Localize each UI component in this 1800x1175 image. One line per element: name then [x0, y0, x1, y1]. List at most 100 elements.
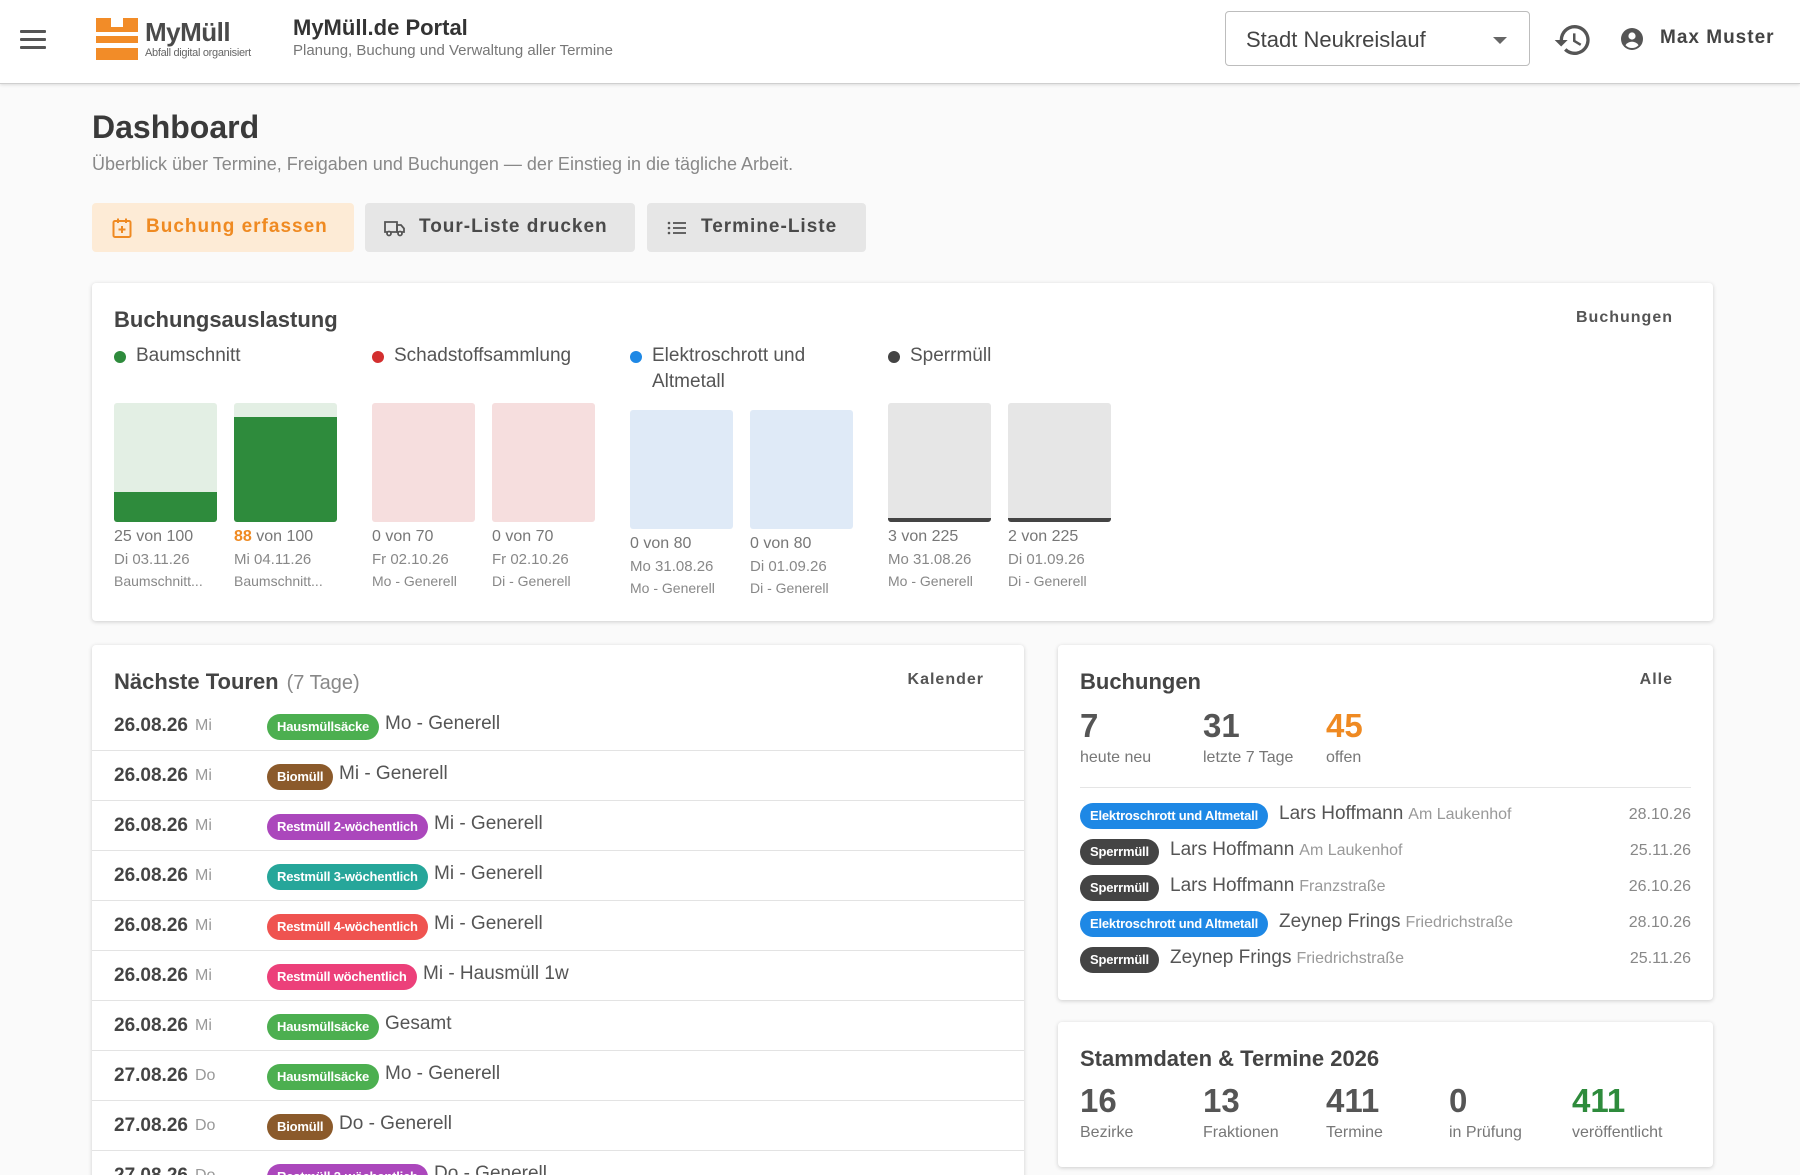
tour-weekday: Mi: [195, 967, 212, 984]
slot-tour: Di - Generell: [1008, 573, 1087, 589]
legend-label: Baumschnitt: [136, 345, 241, 366]
tour-row[interactable]: 26.08.26 Mi Restmüll wöchentlich Mi - Hausm…: [92, 951, 1024, 1001]
stat-label: letzte 7 Tage: [1203, 749, 1294, 766]
stat-label: in Prüfung: [1449, 1124, 1522, 1141]
booking-row[interactable]: Elektroschrott und Altmetall Lars Hoffman…: [1080, 801, 1691, 831]
slot-date: Di 03.11.26: [114, 551, 190, 568]
slot-date: Mo 31.08.26: [888, 551, 972, 568]
slot-date: Di 01.09.26: [750, 558, 827, 575]
slot-tour: Di - Generell: [750, 580, 829, 596]
booked-count: 0: [750, 535, 759, 552]
tour-date: 26.08.26: [114, 865, 188, 886]
create-booking-button[interactable]: Buchung erfassen: [92, 203, 354, 252]
appointment-list-button[interactable]: Termine-Liste: [647, 203, 866, 252]
slot-date: Fr 02.10.26: [372, 551, 449, 568]
booking-name: Lars Hoffmann: [1170, 875, 1295, 896]
capacity-bar: [234, 403, 337, 522]
capacity-total: von 225: [901, 528, 959, 545]
appointment-list-label: Termine-Liste: [701, 216, 838, 237]
account-circle-icon: [1621, 28, 1643, 50]
next-tours-heading: Nächste Touren: [114, 669, 279, 694]
tour-row[interactable]: 27.08.26 Do Hausmüllsäcke Mo - Generell: [92, 1051, 1024, 1101]
page-title: Dashboard: [92, 109, 260, 145]
tour-date: 26.08.26: [114, 765, 188, 786]
fraction-chip: Hausmüllsäcke: [267, 714, 380, 740]
booking-row[interactable]: Sperrmüll Zeynep Frings Friedrichstraße 25.…: [1080, 945, 1691, 975]
booking-person: Lars Hoffmann Am Laukenhof: [1170, 839, 1402, 861]
capacity-fill: [114, 492, 217, 522]
legend-label: Sperrmüll: [910, 345, 992, 366]
next-tours-title: Nächste Touren (7 Tage): [114, 669, 360, 695]
tour-row[interactable]: 26.08.26 Mi Hausmüllsäcke Gesamt: [92, 1001, 1024, 1051]
booking-row[interactable]: Sperrmüll Lars Hoffmann Am Laukenhof 25.11.…: [1080, 837, 1691, 867]
history-button[interactable]: [1553, 20, 1593, 60]
booking-row[interactable]: Sperrmüll Lars Hoffmann Franzstraße 26.10.2…: [1080, 873, 1691, 903]
booking-date: 28.10.26: [1628, 806, 1691, 823]
booking-person: Lars Hoffmann Am Laukenhof: [1279, 803, 1511, 825]
calendar-link[interactable]: Kalender: [907, 671, 984, 688]
city-select[interactable]: Stadt Neukreislauf: [1225, 11, 1530, 66]
fraction-chip: Hausmüllsäcke: [267, 1014, 380, 1040]
tour-row[interactable]: 26.08.26 Mi Restmüll 4-wöchentlich Mi - Gen…: [92, 901, 1024, 951]
capacity-total: von 70: [505, 528, 554, 545]
logo[interactable]: MyMüll Abfall digital organisiert: [96, 16, 268, 62]
fraction-chip: Elektroschrott und Altmetall: [1080, 911, 1268, 937]
fraction-chip: Sperrmüll: [1080, 839, 1159, 865]
booking-stat: 31 letzte 7 Tage: [1203, 707, 1293, 767]
capacity-total: von 225: [1021, 528, 1079, 545]
slot-tour: Mo - Generell: [630, 580, 715, 596]
tour-weekday: Do: [195, 1067, 216, 1084]
booked-count: 0: [630, 535, 639, 552]
stat-label: Bezirke: [1080, 1124, 1134, 1141]
stat-value: 45: [1326, 707, 1363, 744]
tour-date: 26.08.26: [114, 815, 188, 836]
booking-street: Friedrichstraße: [1405, 914, 1514, 931]
logo-mark-icon: [96, 18, 138, 60]
truck-icon: [384, 221, 405, 237]
portal-title: MyMüll.de Portal: [293, 15, 468, 40]
booking-date: 26.10.26: [1628, 878, 1691, 895]
tour-row[interactable]: 27.08.26 Do Restmüll 2-wöchentlich Do - Gen…: [92, 1151, 1024, 1175]
slot-tour: Mo - Generell: [888, 573, 973, 589]
master-stat: 411 Termine: [1326, 1082, 1383, 1142]
booking-person: Lars Hoffmann Franzstraße: [1170, 875, 1386, 897]
all-bookings-link[interactable]: Alle: [1639, 671, 1673, 688]
booking-row[interactable]: Elektroschrott und Altmetall Zeynep Fring…: [1080, 909, 1691, 939]
booked-count: 88: [234, 528, 252, 545]
tour-weekday: Mi: [195, 867, 212, 884]
tour-row[interactable]: 27.08.26 Do Biomüll Do - Generell: [92, 1101, 1024, 1151]
master-stat: 16 Bezirke: [1080, 1082, 1133, 1142]
print-tour-list-button[interactable]: Tour-Liste drucken: [365, 203, 635, 252]
tour-description: Mi - Generell: [434, 913, 543, 934]
tour-row[interactable]: 26.08.26 Mi Biomüll Mi - Generell: [92, 751, 1024, 801]
tour-row[interactable]: 26.08.26 Mi Restmüll 3-wöchentlich Mi - Gen…: [92, 851, 1024, 901]
tour-weekday: Mi: [195, 717, 212, 734]
stat-value: 0: [1449, 1082, 1468, 1119]
booking-name: Lars Hoffmann: [1279, 803, 1404, 824]
booking-person: Zeynep Frings Friedrichstraße: [1279, 911, 1513, 933]
booking-stat: 45 offen: [1326, 707, 1363, 767]
booking-name: Zeynep Frings: [1170, 947, 1292, 968]
tour-date: 27.08.26: [114, 1065, 188, 1086]
capacity-count: 2 von 225: [1008, 528, 1078, 546]
booking-stat: 7 heute neu: [1080, 707, 1151, 767]
master-stat: 0 in Prüfung: [1449, 1082, 1522, 1142]
tour-description: Mi - Generell: [434, 813, 543, 834]
page-subtitle: Überblick über Termine, Freigaben und Bu…: [92, 154, 794, 174]
city-select-value: Stadt Neukreislauf: [1246, 27, 1426, 52]
capacity-total: von 80: [643, 535, 692, 552]
bookings-link[interactable]: Buchungen: [1576, 309, 1673, 326]
user-name: Max Muster: [1660, 27, 1775, 48]
menu-icon[interactable]: [18, 26, 48, 56]
tour-weekday: Do: [195, 1117, 216, 1134]
tour-description: Mo - Generell: [385, 713, 501, 734]
capacity-total: von 80: [763, 535, 812, 552]
tour-description: Gesamt: [385, 1013, 452, 1034]
stat-value: 13: [1203, 1082, 1240, 1119]
booked-count: 2: [1008, 528, 1017, 545]
tour-row[interactable]: 26.08.26 Mi Hausmüllsäcke Mo - Generell: [92, 701, 1024, 751]
fraction-chip: Hausmüllsäcke: [267, 1064, 380, 1090]
tour-row[interactable]: 26.08.26 Mi Restmüll 2-wöchentlich Mi - Gen…: [92, 801, 1024, 851]
booking-street: Am Laukenhof: [1408, 806, 1512, 823]
master-data-card: Stammdaten & Termine 2026 16 Bezirke 13 Fra…: [1058, 1022, 1713, 1167]
